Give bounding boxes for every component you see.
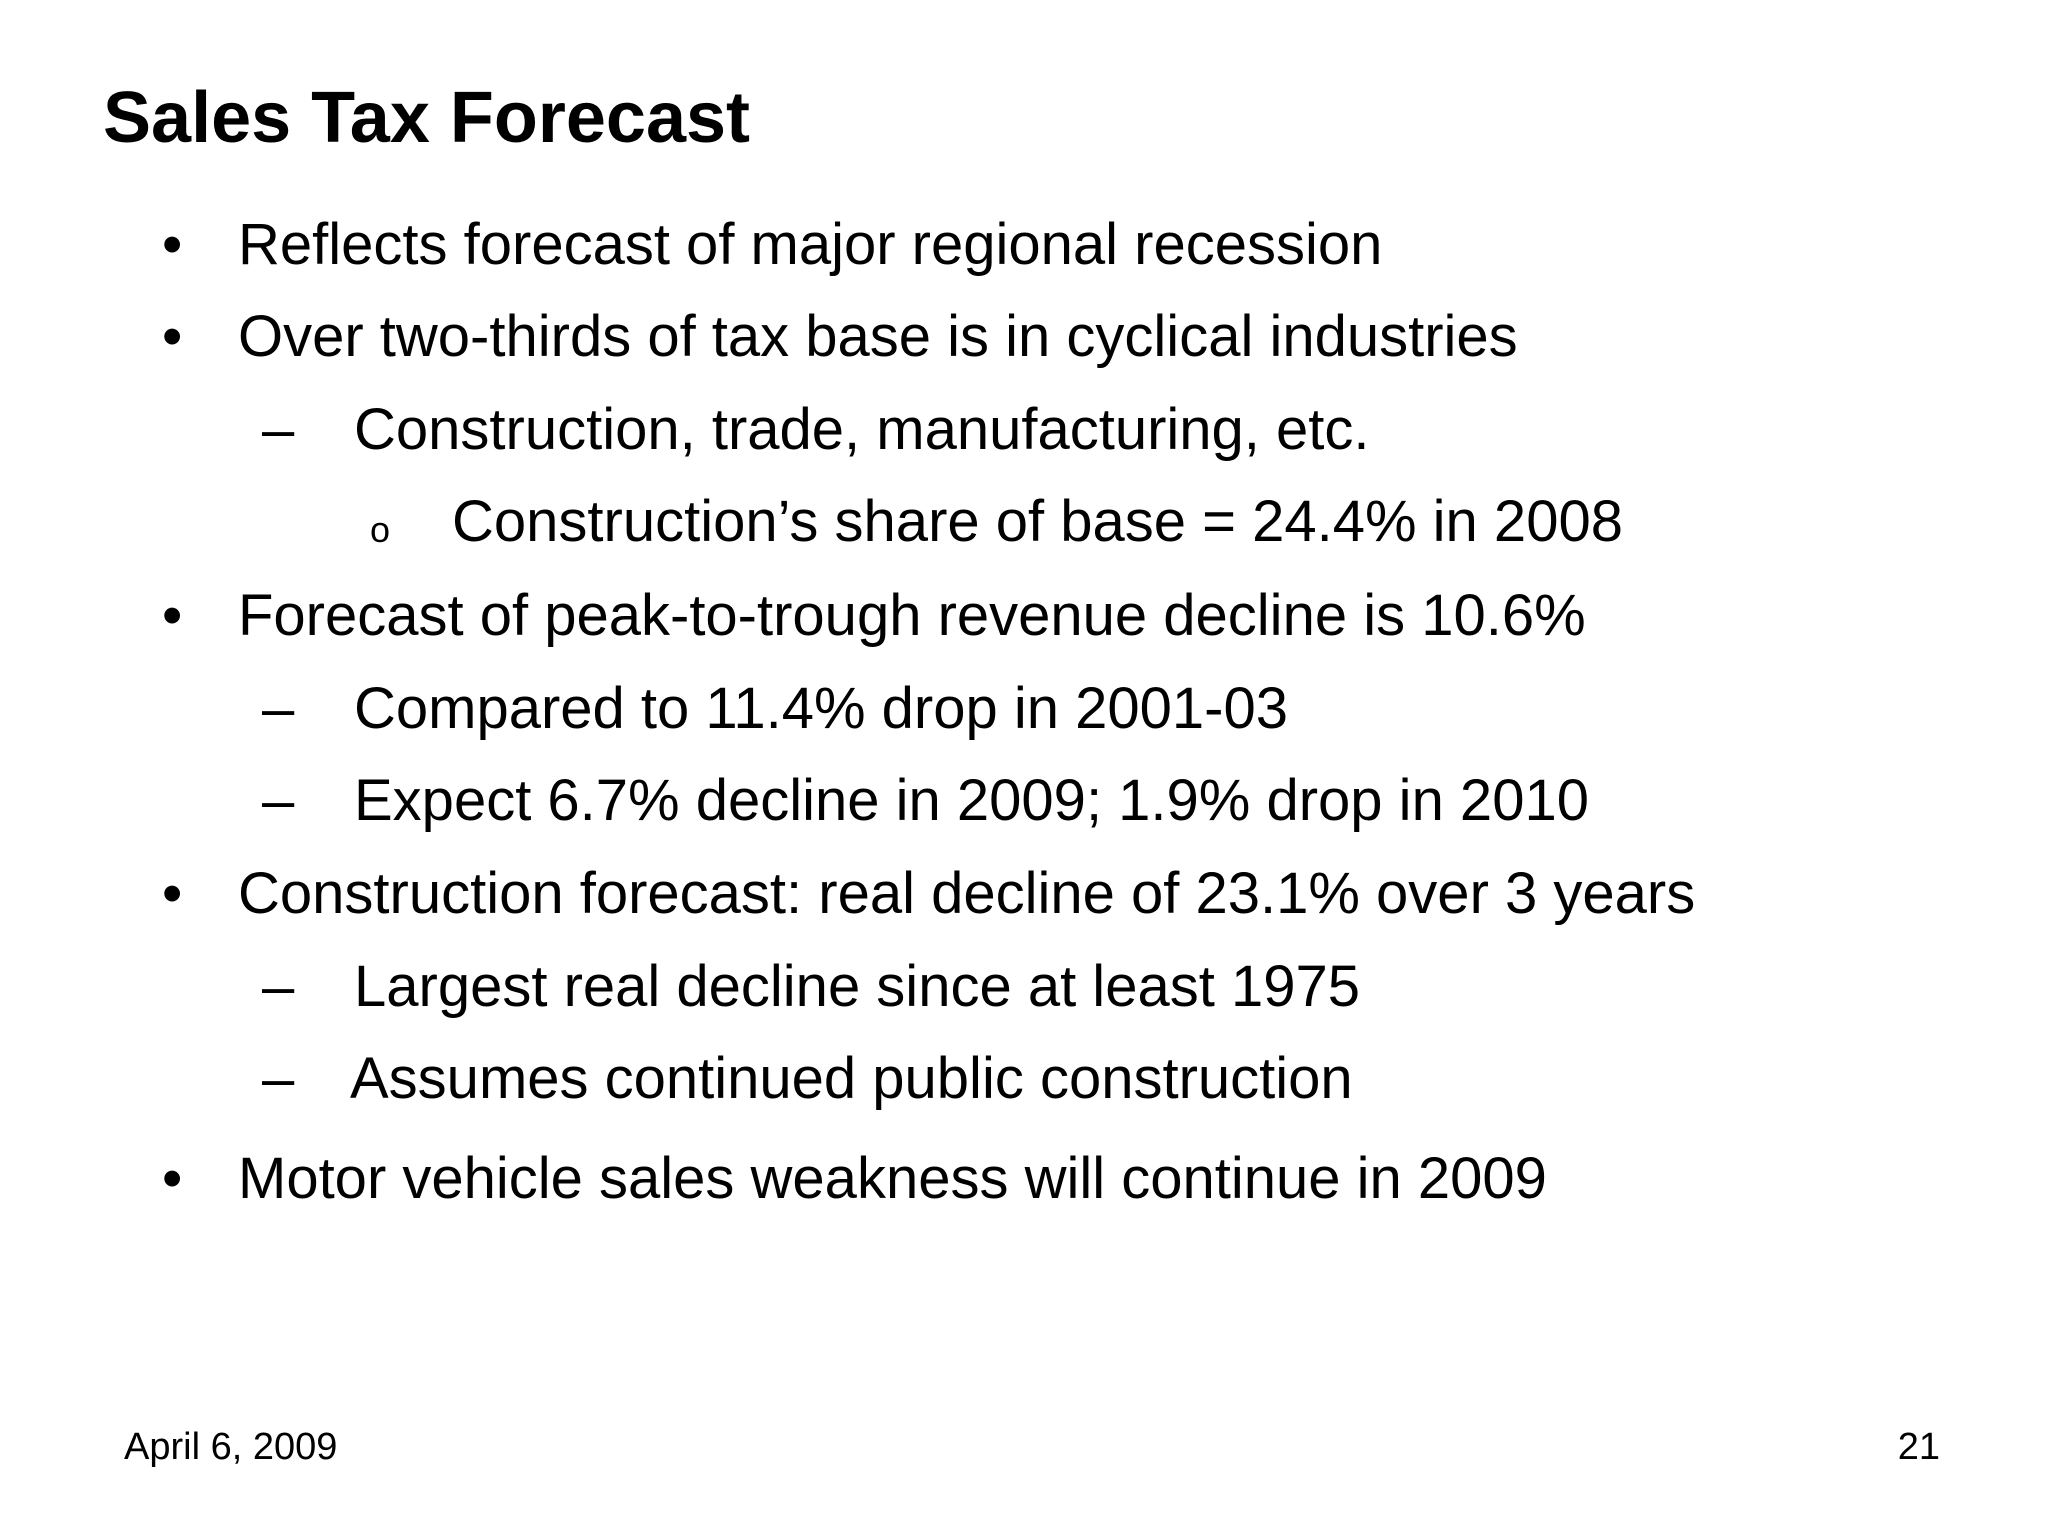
bullet-item: Construction forecast: real decline of 2… — [238, 861, 1696, 926]
page-number: 21 — [1897, 1426, 1940, 1468]
sub-bullet-item: Largest real decline since at least 1975 — [354, 954, 1360, 1019]
bullet-item: Forecast of peak-to-trough revenue decli… — [238, 583, 1586, 648]
dash-marker: – — [262, 768, 295, 833]
bullet-item: Reflects forecast of major regional rece… — [238, 212, 1383, 277]
bullet-item: Motor vehicle sales weakness will contin… — [238, 1146, 1547, 1211]
bullet-item: Over two-thirds of tax base is in cyclic… — [238, 304, 1518, 369]
bullet-marker: • — [162, 212, 183, 277]
dash-marker: – — [262, 676, 295, 741]
sub-bullet-item: Assumes continued public construction — [350, 1046, 1353, 1111]
sub-bullet-item: Expect 6.7% decline in 2009; 1.9% drop i… — [354, 768, 1589, 833]
bullet-marker: • — [162, 583, 183, 648]
sub-bullet-item: Construction, trade, manufacturing, etc. — [354, 397, 1370, 462]
dash-marker: – — [262, 954, 295, 1019]
bullet-marker: • — [162, 1146, 183, 1211]
bullet-marker: • — [162, 304, 183, 369]
circle-marker: o — [370, 509, 391, 550]
bullet-marker: • — [162, 861, 183, 926]
sub-bullet-item: Compared to 11.4% drop in 2001-03 — [354, 676, 1288, 741]
dash-marker: – — [262, 397, 295, 462]
sub-sub-bullet-item: Construction’s share of base = 24.4% in … — [452, 489, 1623, 554]
slide-title: Sales Tax Forecast — [103, 78, 751, 158]
footer-date: April 6, 2009 — [124, 1426, 338, 1468]
dash-marker: – — [262, 1046, 295, 1111]
